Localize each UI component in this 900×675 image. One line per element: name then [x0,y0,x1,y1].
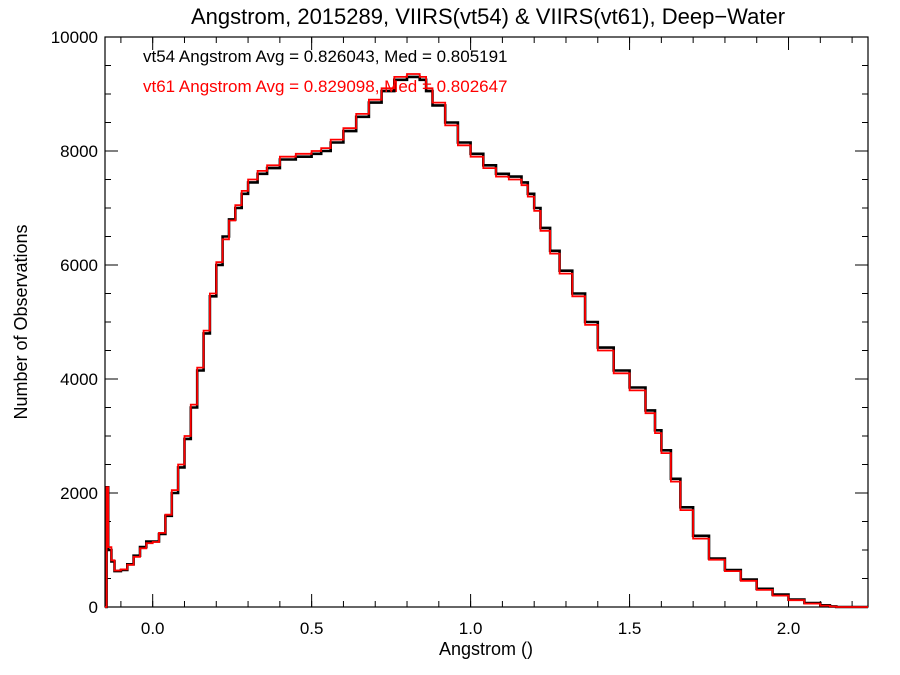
series-line-1 [105,73,868,608]
x-tick-label: 1.5 [618,619,642,638]
y-tick-label: 2000 [60,484,98,503]
y-tick-label: 8000 [60,142,98,161]
chart-title: Angstrom, 2015289, VIIRS(vt54) & VIIRS(v… [191,4,785,29]
y-tick-label: 0 [89,598,98,617]
series-layer [105,73,868,609]
y-tick-label: 10000 [51,28,98,47]
y-axis-ticks: 0 2000 4000 6000 8000 10000 [51,28,868,617]
annotation-vt61: vt61 Angstrom Avg = 0.829098, Med = 0.80… [143,77,508,96]
x-tick-label: 2.0 [777,619,801,638]
x-axis-ticks: 0.0 0.5 1.0 1.5 2.0 [120,37,853,638]
x-tick-label: 1.0 [459,619,483,638]
annotation-vt54: vt54 Angstrom Avg = 0.826043, Med = 0.80… [143,47,508,66]
x-tick-label: 0.0 [141,619,165,638]
y-axis-label: Number of Observations [11,224,31,419]
x-tick-label: 0.5 [300,619,324,638]
y-tick-label: 4000 [60,370,98,389]
y-tick-label: 6000 [60,256,98,275]
series-line-0 [105,75,868,609]
x-axis-label: Angstrom () [439,639,533,659]
plot-frame [104,36,869,608]
